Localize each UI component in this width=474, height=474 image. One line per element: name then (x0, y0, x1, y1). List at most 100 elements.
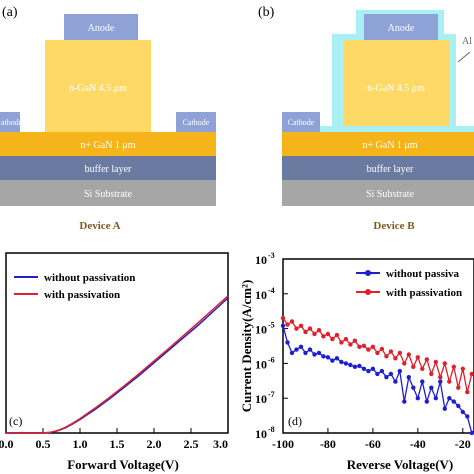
chart-d-series-0-point-12 (334, 356, 340, 361)
panel-b-buffer-layer (282, 156, 474, 180)
chart-d-series-1-point-20 (370, 344, 376, 349)
chart-c-series-line-1 (6, 295, 229, 434)
chart-d-series-0-point-26 (397, 368, 402, 374)
panel-a-buffer-text: buffer layer (85, 164, 132, 175)
chart-d-y-tick-label-4: 10 (255, 392, 267, 406)
chart-d-series-1-point-29 (411, 364, 416, 369)
chart-d-series-1-point-27 (402, 361, 407, 366)
panel-a-ngan-layer (45, 40, 151, 132)
chart-d-series-0-point-15 (348, 362, 353, 368)
chart-d-series-1-point-25 (393, 356, 398, 361)
chart-d-series-1-point-10 (325, 331, 331, 337)
panel-a-cathode-left-text: athode (1, 118, 23, 127)
panel-b-nplus-text: n+ GaN 1 μm (362, 140, 417, 151)
panel-b-buffer-text: buffer layer (367, 164, 414, 175)
chart-d-series-0-point-8 (316, 350, 322, 356)
panel-b-anode-layer (364, 14, 438, 40)
chart-d-series-1-point-18 (361, 343, 367, 348)
chart-d-y-tick-label-2: 10 (255, 323, 267, 337)
chart-c-panel-label: (c) (9, 414, 22, 428)
chart-d-x-axis-label: Reverse Voltage(V) (347, 457, 454, 472)
chart-d-series-0-point-7 (312, 352, 317, 357)
chart-d-series-1-point-33 (429, 371, 434, 377)
chart-d-series-0-point-16 (352, 364, 358, 369)
chart-d-series-0-point-18 (361, 366, 367, 371)
panel-b-passivation-arrow (457, 51, 471, 63)
chart-d-series-line-0 (282, 325, 473, 434)
chart-d-series-1-point-0 (280, 315, 286, 321)
chart-d-series-1-point-30 (415, 355, 420, 360)
chart-d-series-1-point-26 (397, 350, 402, 356)
chart-d-series-0-point-10 (325, 355, 331, 360)
chart-d-y-tick-exponent-1: -4 (268, 286, 275, 295)
chart-d-y-tick-exponent-3: -6 (268, 355, 275, 364)
chart-d-series-1-point-37 (447, 379, 452, 384)
chart-c: 0.0 0.5 1.0 1.5 2.0 2.5 3.0 without passivatio… (0, 252, 229, 472)
chart-c-x-tick-label-3: 1.5 (110, 437, 125, 451)
chart-d-series-1-point-35 (438, 375, 443, 380)
panel-b: (b) Anode n-GaN 4.5 μm Cathode n+ GaN 1 … (258, 5, 474, 232)
chart-d-series-0-point-3 (294, 347, 299, 352)
chart-d-series-1-point-5 (303, 329, 308, 335)
chart-d-series-0-point-22 (379, 368, 385, 374)
chart-d-series-0-point-37 (447, 396, 452, 401)
chart-c-legend-label-0: without passivation (44, 272, 135, 284)
chart-d-series-1-point-12 (334, 332, 340, 338)
chart-d-series-1-point-31 (420, 366, 425, 371)
chart-d-series-0-point-32 (424, 399, 429, 404)
chart-d-series-1-point-38 (451, 364, 456, 369)
chart-d-series-0-point-28 (406, 375, 411, 380)
chart-d-series-1-point-41 (465, 389, 470, 395)
chart-c-x-ticks: 0.0 0.5 1.0 1.5 2.0 2.5 3.0 (0, 428, 229, 451)
chart-d-series-0-point-33 (429, 385, 434, 390)
chart-d-series-0-point-25 (393, 379, 398, 384)
chart-d-x-tick-label-4: -20 (455, 437, 471, 451)
chart-d-panel-label: (d) (288, 414, 302, 428)
panel-a-ngan-text: n-GaN 4.5 μm (69, 83, 127, 94)
chart-d-series-0-point-39 (456, 403, 461, 409)
chart-d-series-1-point-28 (406, 352, 411, 357)
chart-d-series-1-point-11 (330, 336, 335, 342)
chart-d-series-0-point-27 (402, 399, 407, 404)
chart-d-x-tick-label-0: -100 (272, 437, 294, 451)
chart-c-plot-area (6, 295, 229, 434)
chart-d-series-0-point-34 (433, 396, 438, 401)
chart-d-series-1-point-19 (366, 347, 371, 352)
chart-d-series-1-point-34 (433, 359, 438, 365)
chart-d-series-1-point-40 (460, 366, 465, 371)
chart-d-series-1-point-15 (348, 342, 353, 347)
chart-d-series-1-point-2 (289, 319, 295, 324)
chart-d-x-tick-label-3: -40 (410, 437, 426, 451)
chart-d-series-1-point-14 (343, 336, 349, 342)
chart-d-series-1-point-22 (379, 346, 385, 352)
chart-d-legend-label-0: without passiva (386, 268, 460, 280)
panel-a-caption: Device A (79, 220, 120, 232)
chart-d-series-0-point-19 (366, 368, 371, 374)
chart-d-y-tick-label-5: 10 (255, 427, 267, 441)
chart-d-legend-marker-1 (365, 289, 371, 295)
chart-d: -100 -80 -60 -40 -2010-310-410-510-610-710-8… (239, 251, 474, 472)
chart-d-series-0-point-36 (442, 406, 447, 411)
chart-d-series-1-point-32 (424, 357, 429, 362)
panel-a-cathode-right (176, 112, 216, 132)
chart-d-series-0-point-1 (285, 340, 290, 345)
chart-d-legend: without passiva with passivation (356, 268, 462, 299)
chart-d-y-tick-exponent-2: -5 (268, 321, 275, 330)
chart-d-y-tick-exponent-4: -7 (268, 390, 275, 399)
chart-d-series-1-point-13 (339, 340, 344, 345)
chart-c-x-tick-label-0: 0.0 (0, 437, 14, 451)
panel-a-buffer-layer (0, 156, 216, 180)
chart-d-series-1-point-36 (442, 361, 447, 366)
chart-c-x-tick-label-2: 1.0 (73, 437, 88, 451)
chart-c-x-tick-label-5: 2.5 (184, 437, 199, 451)
chart-d-series-0-point-41 (465, 414, 470, 419)
chart-d-series-0-point-2 (289, 350, 295, 356)
panel-a-substrate-text: Si Substrate (84, 189, 133, 200)
panel-b-nplus-layer (282, 132, 474, 156)
chart-c-legend-label-1: with passivation (44, 289, 120, 301)
chart-d-series-0-point-35 (438, 379, 443, 384)
chart-d-series-1-point-17 (357, 344, 362, 349)
chart-d-y-axis-label: Current Density(A/cm²) (239, 280, 254, 413)
chart-d-series-0-point-31 (420, 379, 425, 384)
